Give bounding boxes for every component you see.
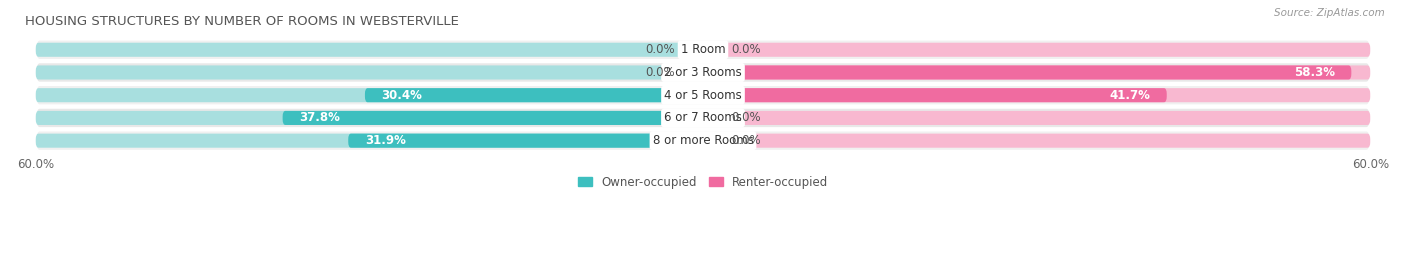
Text: 0.0%: 0.0%	[645, 43, 675, 56]
FancyBboxPatch shape	[35, 130, 1371, 151]
Text: 30.4%: 30.4%	[381, 89, 422, 102]
Text: 1 Room: 1 Room	[681, 43, 725, 56]
Text: 0.0%: 0.0%	[731, 134, 761, 147]
FancyBboxPatch shape	[35, 65, 703, 80]
FancyBboxPatch shape	[283, 111, 703, 125]
FancyBboxPatch shape	[703, 65, 1351, 80]
FancyBboxPatch shape	[35, 40, 1371, 60]
Text: 4 or 5 Rooms: 4 or 5 Rooms	[664, 89, 742, 102]
Legend: Owner-occupied, Renter-occupied: Owner-occupied, Renter-occupied	[572, 171, 834, 193]
FancyBboxPatch shape	[703, 65, 1371, 80]
FancyBboxPatch shape	[703, 43, 1371, 57]
FancyBboxPatch shape	[35, 134, 703, 148]
FancyBboxPatch shape	[35, 88, 703, 102]
FancyBboxPatch shape	[703, 111, 1371, 125]
Text: 41.7%: 41.7%	[1109, 89, 1150, 102]
Text: 2 or 3 Rooms: 2 or 3 Rooms	[664, 66, 742, 79]
FancyBboxPatch shape	[35, 108, 1371, 128]
FancyBboxPatch shape	[703, 134, 1371, 148]
FancyBboxPatch shape	[703, 88, 1371, 102]
FancyBboxPatch shape	[35, 85, 1371, 105]
Text: Source: ZipAtlas.com: Source: ZipAtlas.com	[1274, 8, 1385, 18]
Text: 8 or more Rooms: 8 or more Rooms	[652, 134, 754, 147]
Text: 31.9%: 31.9%	[366, 134, 406, 147]
FancyBboxPatch shape	[35, 62, 1371, 83]
Text: 0.0%: 0.0%	[645, 66, 675, 79]
Text: 0.0%: 0.0%	[731, 111, 761, 125]
Text: HOUSING STRUCTURES BY NUMBER OF ROOMS IN WEBSTERVILLE: HOUSING STRUCTURES BY NUMBER OF ROOMS IN…	[25, 15, 458, 28]
FancyBboxPatch shape	[35, 43, 703, 57]
FancyBboxPatch shape	[366, 88, 703, 102]
Text: 58.3%: 58.3%	[1294, 66, 1334, 79]
Text: 0.0%: 0.0%	[731, 43, 761, 56]
FancyBboxPatch shape	[703, 88, 1167, 102]
FancyBboxPatch shape	[35, 111, 703, 125]
Text: 37.8%: 37.8%	[299, 111, 340, 125]
Text: 6 or 7 Rooms: 6 or 7 Rooms	[664, 111, 742, 125]
FancyBboxPatch shape	[349, 134, 703, 148]
